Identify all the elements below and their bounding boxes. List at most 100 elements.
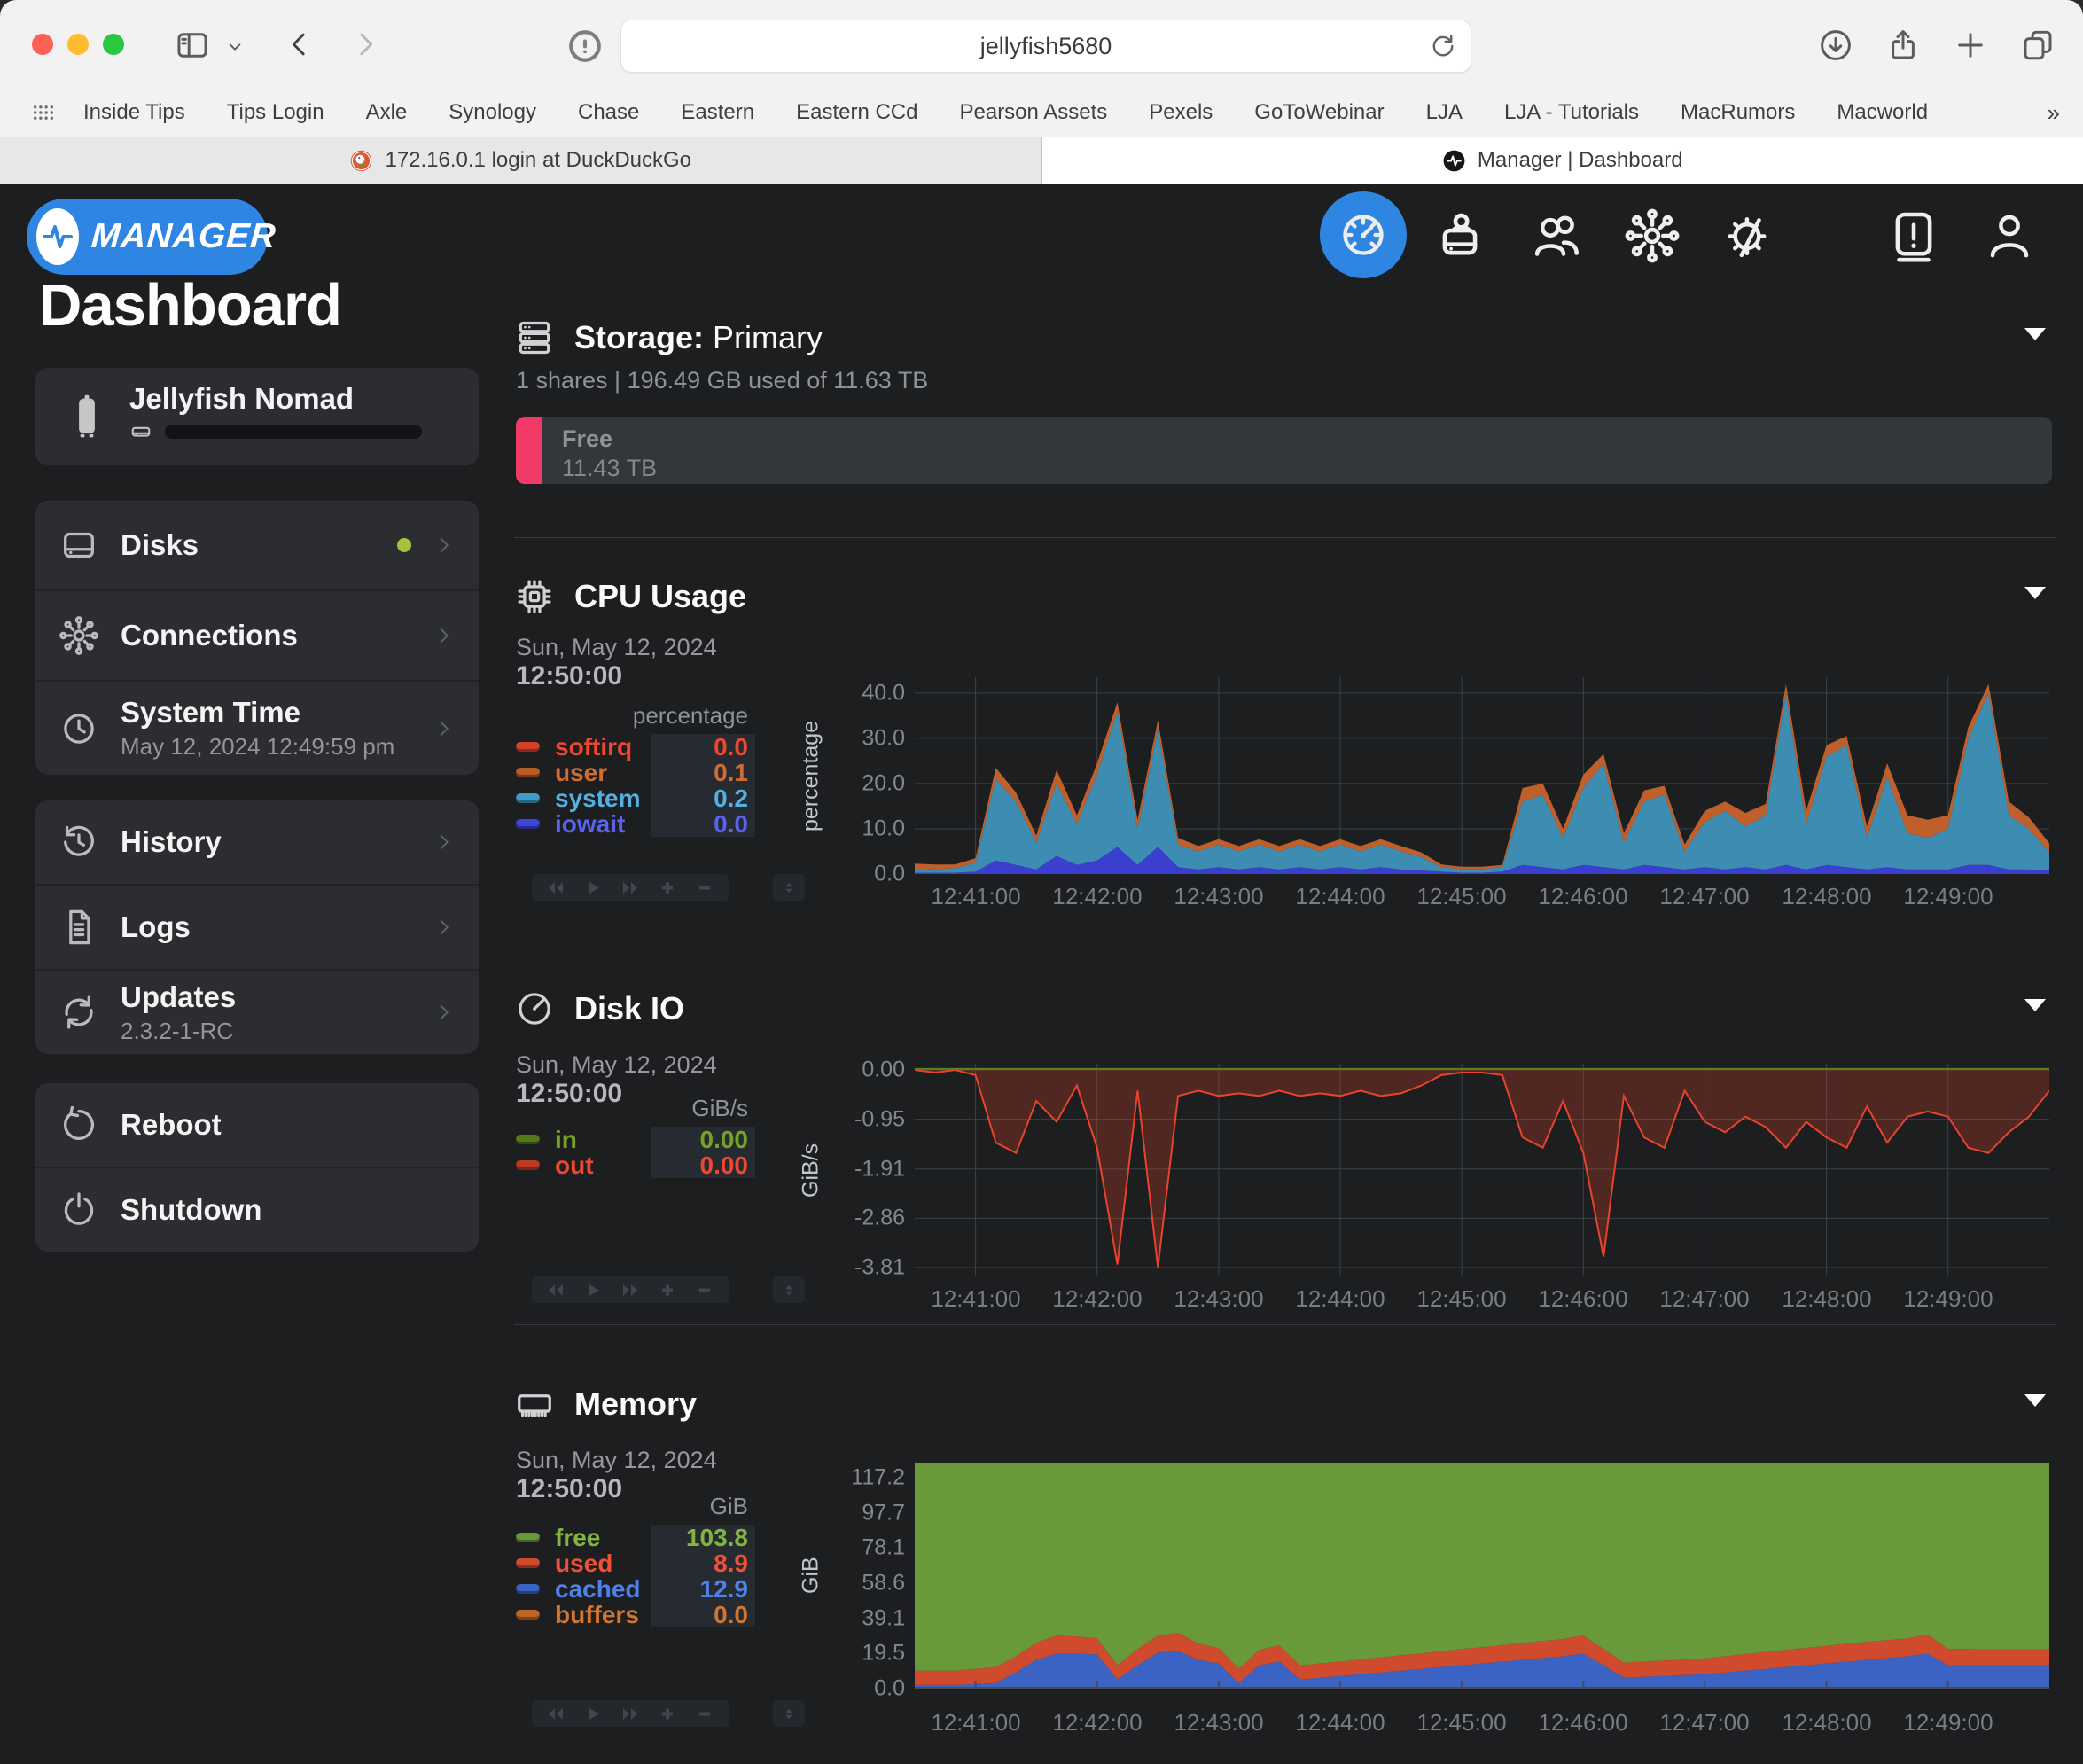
bookmark-item[interactable]: Tips Login	[226, 100, 324, 124]
nas-tower-icon	[64, 382, 110, 451]
bookmark-item[interactable]: MacRumors	[1681, 100, 1796, 124]
storage-title: Storage: Primary	[574, 319, 823, 355]
connections-icon[interactable]	[1624, 207, 1681, 264]
storage-pools-icon[interactable]	[1432, 207, 1488, 264]
sidebar-item-logs[interactable]: Logs	[35, 884, 479, 969]
legend-name: softirq	[555, 732, 633, 761]
bookmark-item[interactable]: Synology	[449, 100, 536, 124]
zoom-in-button[interactable]	[656, 880, 679, 895]
new-tab-icon[interactable]	[1952, 27, 1989, 64]
onepassword-extension-icon[interactable]	[566, 27, 605, 66]
collapse-caret[interactable]	[2024, 587, 2046, 599]
share-icon[interactable]	[1884, 27, 1922, 64]
x-tick-label: 12:46:00	[1538, 1709, 1628, 1736]
tab-title: Manager | Dashboard	[1477, 148, 1683, 172]
zoom-out-button[interactable]	[693, 1706, 716, 1721]
bookmark-item[interactable]: Eastern	[681, 100, 755, 124]
device-name: Jellyfish Nomad	[129, 382, 355, 415]
zoom-window-button[interactable]	[103, 34, 124, 55]
sidebar-group: Reboot Shutdown	[35, 1083, 479, 1252]
bookmark-item[interactable]: Chase	[578, 100, 640, 124]
bookmark-item[interactable]: Macworld	[1837, 100, 1929, 124]
resize-handle-button[interactable]	[780, 880, 798, 895]
x-tick-label: 12:42:00	[1052, 1285, 1143, 1312]
storage-section: Storage: Primary 1 shares | 196.49 GB us…	[514, 308, 2056, 537]
chevron-down-icon[interactable]	[223, 35, 246, 59]
sidebar-item-connections[interactable]: Connections	[35, 589, 479, 680]
y-tick-label: 78.1	[862, 1534, 905, 1560]
server-stack-icon	[514, 317, 555, 358]
y-tick-label: 19.5	[862, 1640, 905, 1666]
users-icon[interactable]	[1528, 207, 1585, 264]
device-card[interactable]: Jellyfish Nomad	[35, 368, 479, 465]
sidebar-item-disks[interactable]: Disks	[35, 501, 479, 589]
tab-overview-icon[interactable]	[2019, 27, 2056, 64]
resize-handle-button[interactable]	[780, 1283, 798, 1298]
address-bar[interactable]: jellyfish5680	[620, 20, 1471, 73]
disk-title: Disk IO	[574, 990, 685, 1026]
fast-forward-button[interactable]	[619, 1706, 642, 1721]
bookmark-item[interactable]: GoToWebinar	[1254, 100, 1385, 124]
bookmark-item[interactable]: Pexels	[1149, 100, 1213, 124]
tab-duckduckgo[interactable]: 172.16.0.1 login at DuckDuckGo	[0, 137, 1042, 184]
url-text: jellyfish5680	[979, 32, 1112, 59]
collapse-caret[interactable]	[2024, 328, 2046, 340]
zoom-in-button[interactable]	[656, 1706, 679, 1721]
legend-swatch	[516, 1160, 540, 1170]
sidebar-item-history[interactable]: History	[35, 800, 479, 884]
zoom-out-button[interactable]	[693, 880, 716, 895]
x-tick-label: 12:41:00	[931, 1285, 1021, 1312]
alerts-icon[interactable]	[1885, 207, 1942, 264]
rewind-button[interactable]	[544, 1283, 567, 1298]
favorites-grid-icon[interactable]	[28, 98, 59, 128]
collapse-caret[interactable]	[2024, 1394, 2046, 1407]
zoom-out-button[interactable]	[693, 1283, 716, 1298]
manager-favicon-icon	[1442, 149, 1466, 173]
forward-button[interactable]	[347, 27, 383, 62]
bookmark-item[interactable]: Pearson Assets	[959, 100, 1108, 124]
back-button[interactable]	[282, 27, 317, 62]
sidebar-item-system-time[interactable]: System Time May 12, 2024 12:49:59 pm	[35, 680, 479, 775]
bookmark-item[interactable]: Inside Tips	[83, 100, 185, 124]
play-button[interactable]	[581, 880, 605, 895]
resize-handle-button[interactable]	[780, 1706, 798, 1721]
play-button[interactable]	[581, 1706, 605, 1721]
zoom-in-button[interactable]	[656, 1283, 679, 1298]
account-icon[interactable]	[1981, 207, 2038, 264]
play-button[interactable]	[581, 1283, 605, 1298]
nav-dashboard-active[interactable]	[1320, 191, 1407, 278]
device-usage-bar	[165, 425, 422, 439]
disk-io-section: Disk IO Sun, May 12, 2024 12:50:00 GiB/s…	[514, 982, 2056, 1324]
collapse-caret[interactable]	[2024, 999, 2046, 1011]
bookmark-item[interactable]: Eastern CCd	[796, 100, 918, 124]
page-title: Dashboard	[39, 272, 342, 339]
fast-forward-button[interactable]	[619, 1283, 642, 1298]
sidebar-item-shutdown[interactable]: Shutdown	[35, 1167, 479, 1252]
bookmarks-overflow[interactable]: »	[2047, 98, 2060, 126]
y-tick-label: 0.00	[862, 1057, 905, 1082]
reload-icon[interactable]	[1428, 31, 1458, 61]
power-icon	[59, 1190, 99, 1230]
tools-icon[interactable]	[1720, 207, 1776, 264]
bookmark-item[interactable]: Axle	[365, 100, 408, 124]
minimize-window-button[interactable]	[67, 34, 89, 55]
legend-name: iowait	[555, 809, 626, 838]
rewind-button[interactable]	[544, 1706, 567, 1721]
rewind-button[interactable]	[544, 880, 567, 895]
bookmark-item[interactable]: LJA	[1425, 100, 1463, 124]
resize-control	[773, 1700, 805, 1727]
sidebar-item-reboot[interactable]: Reboot	[35, 1083, 479, 1167]
storage-usage-bar[interactable]: Free 11.43 TB	[516, 417, 2052, 484]
chart-time: 12:50:00	[516, 1079, 623, 1108]
bookmark-item[interactable]: LJA - Tutorials	[1503, 100, 1640, 124]
downloads-icon[interactable]	[1817, 27, 1854, 64]
sidebar-item-updates[interactable]: Updates 2.3.2-1-RC	[35, 969, 479, 1054]
close-window-button[interactable]	[32, 34, 53, 55]
legend-unit-label: GiB/s	[691, 1095, 748, 1121]
gauge-icon	[1337, 208, 1390, 261]
sidebar-toggle-icon[interactable]	[174, 27, 211, 64]
cpu-legend: percentage softirq 0.0 user 0.1 system 0…	[516, 702, 755, 838]
tab-manager-dashboard[interactable]: Manager | Dashboard	[1042, 137, 2083, 184]
fast-forward-button[interactable]	[619, 880, 642, 895]
